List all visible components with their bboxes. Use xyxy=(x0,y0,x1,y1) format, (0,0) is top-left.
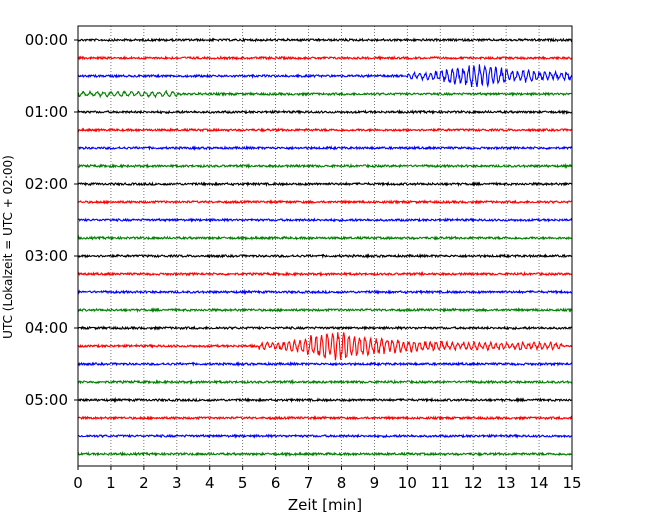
trace-0430 xyxy=(77,361,573,368)
trace-0215 xyxy=(77,199,573,205)
x-tick-label: 5 xyxy=(238,474,248,492)
x-axis-ticks: 0 1 2 3 4 5 6 7 8 9 10 11 12 13 14 15 xyxy=(73,466,582,492)
x-tick-label: 4 xyxy=(205,474,215,492)
x-tick-label: 2 xyxy=(139,474,149,492)
y-tick-label: 01:00 xyxy=(25,103,68,121)
x-tick-label: 12 xyxy=(464,474,483,492)
x-tick-label: 9 xyxy=(370,474,380,492)
y-tick-label: 00:00 xyxy=(25,31,68,49)
x-tick-label: 10 xyxy=(398,474,417,492)
x-tick-label: 1 xyxy=(106,474,116,492)
y-axis-title: UTC (Lokalzeit = UTC + 02:00) xyxy=(1,155,15,339)
trace-0030 xyxy=(77,64,573,89)
trace-0400 xyxy=(77,325,573,331)
x-tick-label: 3 xyxy=(172,474,182,492)
trace-0145 xyxy=(77,162,573,170)
trace-0345 xyxy=(77,306,573,313)
seismic-traces xyxy=(77,37,573,457)
trace-0415 xyxy=(77,332,573,361)
trace-0515 xyxy=(77,415,573,421)
trace-0530 xyxy=(77,433,572,439)
y-tick-label: 02:00 xyxy=(25,175,68,193)
trace-0230 xyxy=(77,217,573,223)
trace-0245 xyxy=(77,234,572,241)
trace-0115 xyxy=(77,127,573,133)
x-tick-label: 11 xyxy=(431,474,450,492)
trace-0545 xyxy=(77,450,572,457)
plot-frame xyxy=(77,25,573,467)
trace-0315 xyxy=(77,270,573,278)
trace-0100 xyxy=(77,108,573,115)
trace-0200 xyxy=(77,180,573,188)
x-tick-label: 15 xyxy=(562,474,581,492)
trace-0045 xyxy=(77,89,572,99)
x-tick-label: 7 xyxy=(304,474,314,492)
grid-lines xyxy=(110,26,540,466)
y-tick-label: 04:00 xyxy=(25,319,68,337)
x-tick-label: 13 xyxy=(497,474,516,492)
trace-0130 xyxy=(77,145,573,152)
trace-0445 xyxy=(77,378,573,386)
trace-0015 xyxy=(77,55,573,61)
x-tick-label: 14 xyxy=(530,474,549,492)
x-tick-label: 8 xyxy=(337,474,347,492)
x-tick-label: 6 xyxy=(271,474,281,492)
y-axis-ticks: 00:00 01:00 02:00 03:00 04:00 05:00 xyxy=(25,31,78,409)
y-tick-label: 05:00 xyxy=(25,391,68,409)
trace-0000 xyxy=(77,37,573,43)
y-tick-label: 03:00 xyxy=(25,247,68,265)
trace-0330 xyxy=(77,288,572,296)
trace-0300 xyxy=(77,253,572,260)
x-axis-title: Zeit [min] xyxy=(288,496,362,514)
trace-0500 xyxy=(77,396,573,404)
x-tick-label: 0 xyxy=(73,474,83,492)
